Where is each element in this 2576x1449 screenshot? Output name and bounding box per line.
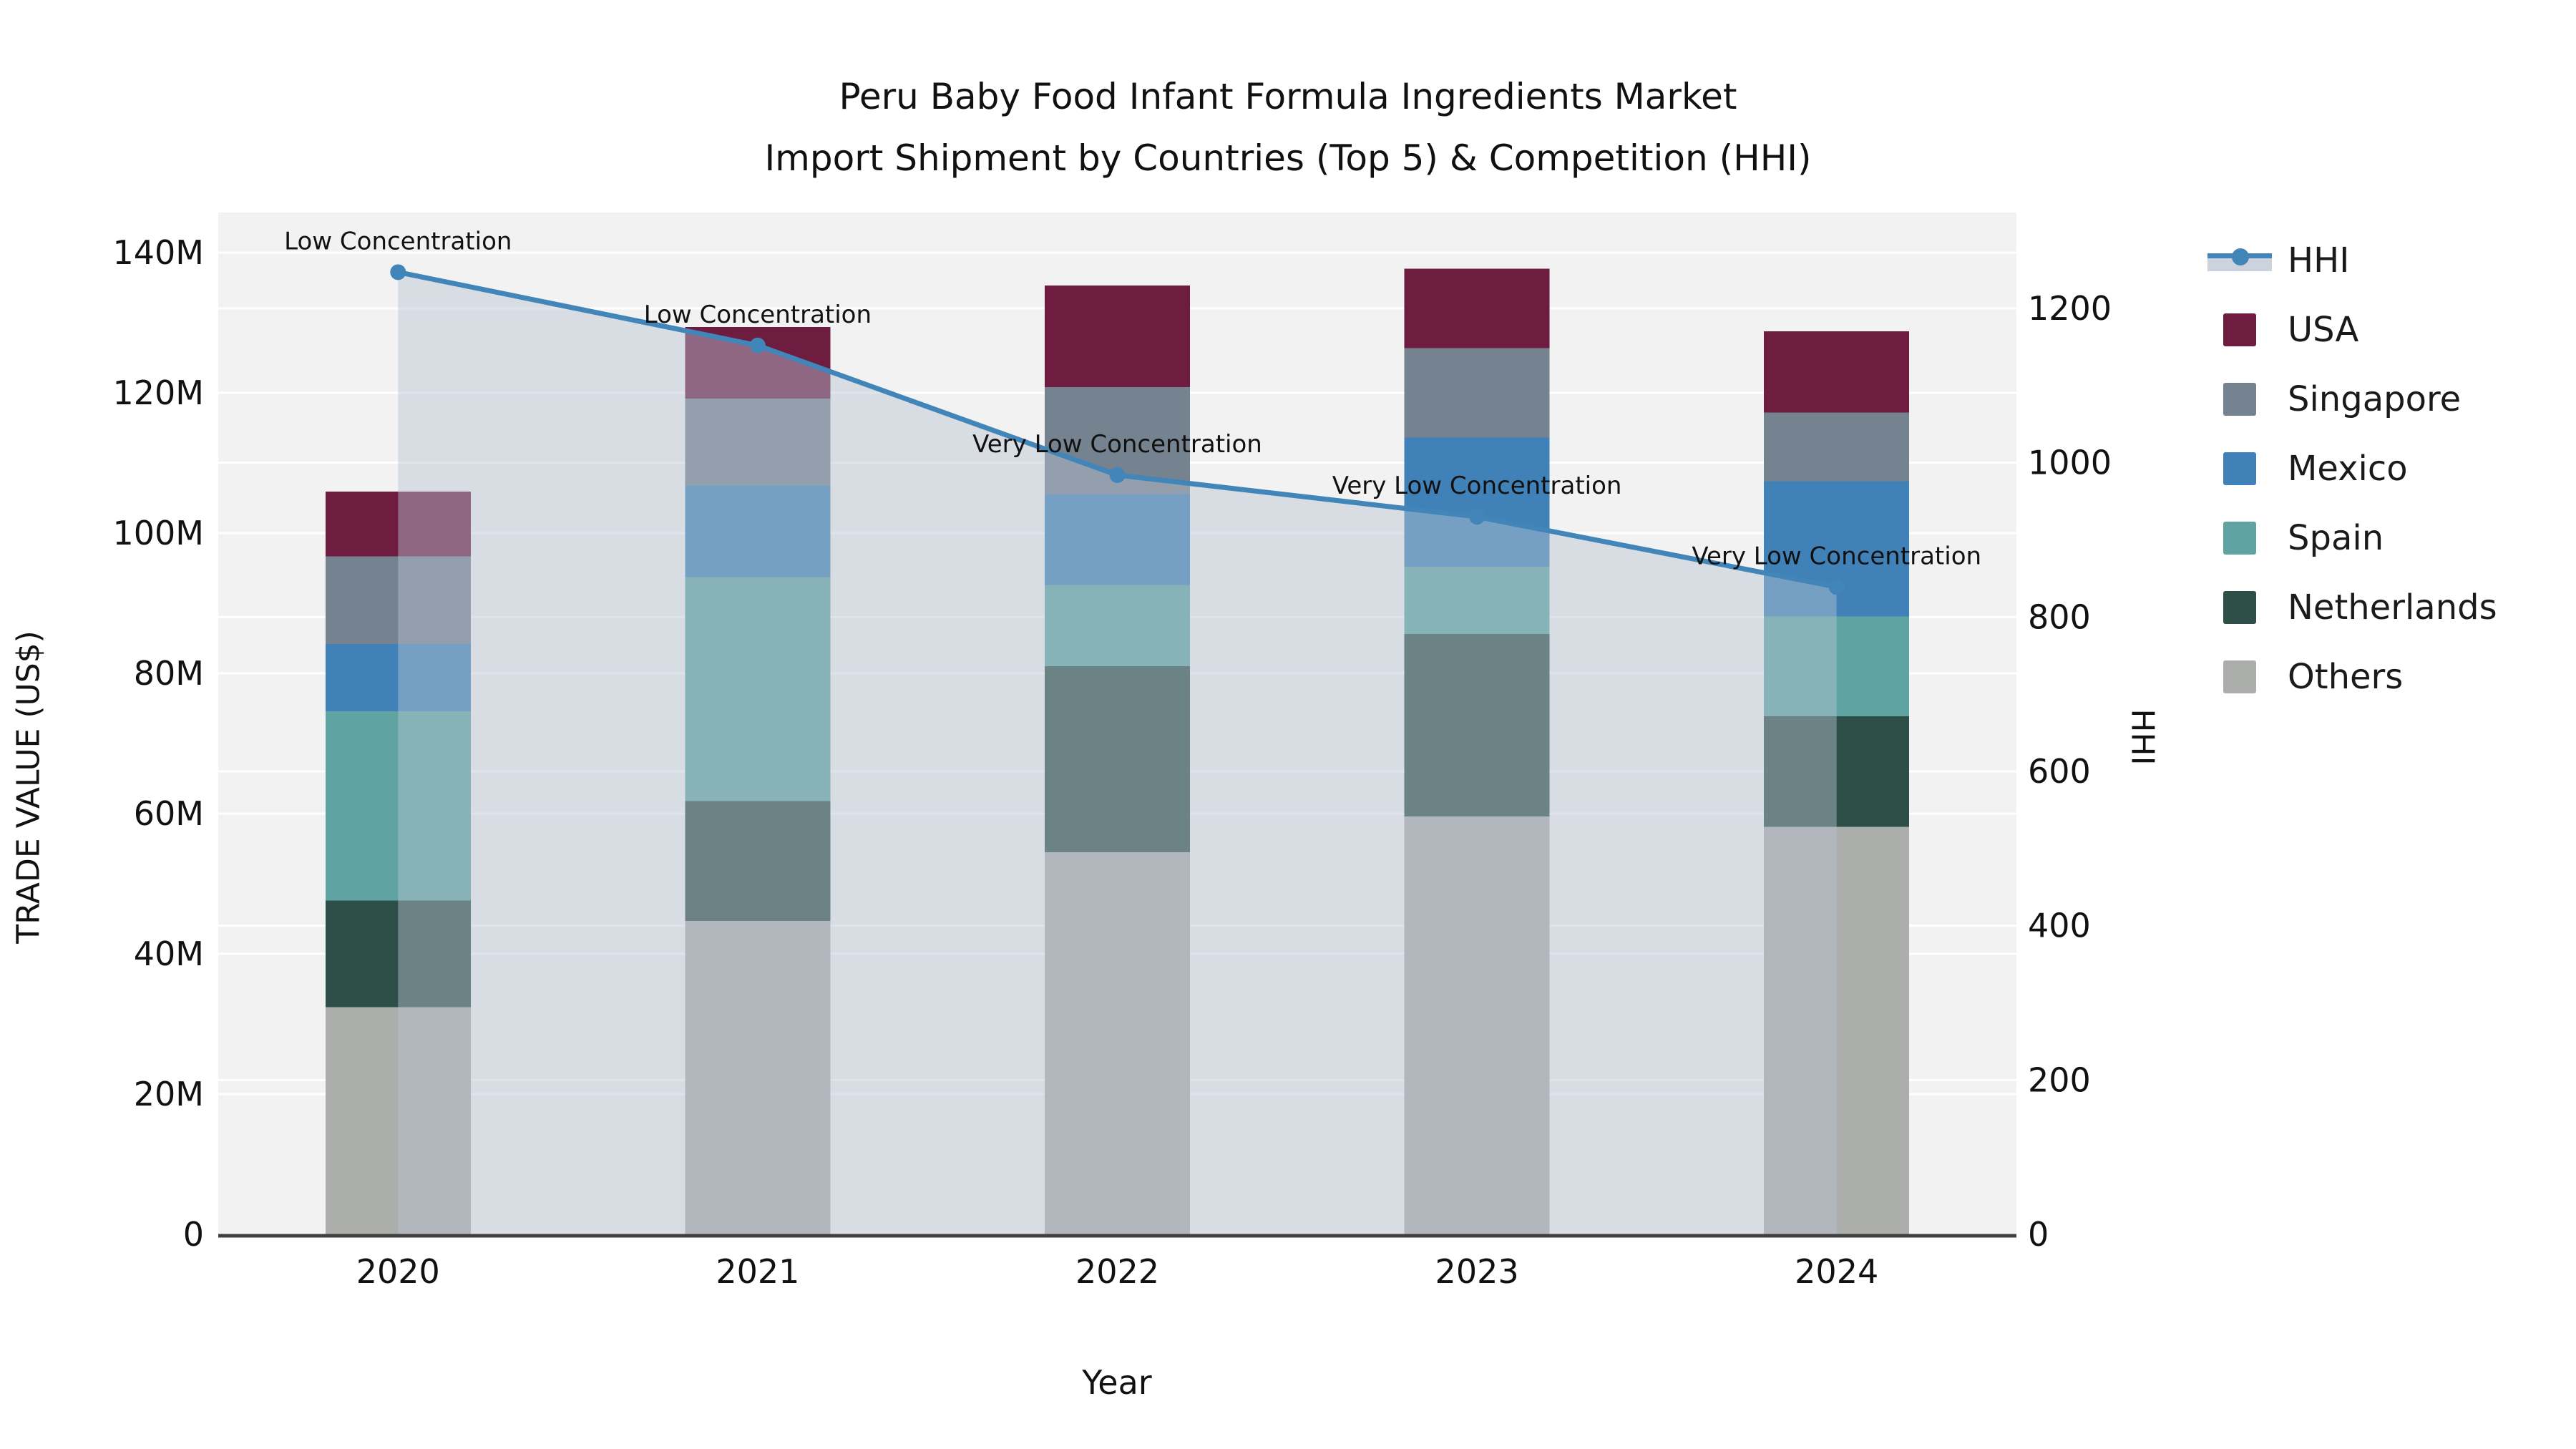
legend-label-others: Others xyxy=(2288,656,2404,697)
legend-swatch-singapore xyxy=(2223,382,2256,416)
bar-2021-mexico xyxy=(685,485,831,577)
y-right-tick-400: 400 xyxy=(2028,907,2091,945)
y-right-tick-200: 200 xyxy=(2028,1060,2091,1099)
chart-title-line2: Import Shipment by Countries (Top 5) & C… xyxy=(764,137,1812,179)
legend-item-others[interactable]: Others xyxy=(2207,642,2497,711)
bar-2020-usa xyxy=(325,492,471,557)
legend-label-hhi: HHI xyxy=(2288,240,2350,280)
bar-2020-netherlands xyxy=(325,900,471,1008)
legend-label-spain: Spain xyxy=(2288,517,2384,558)
legend-swatch-usa xyxy=(2223,313,2256,346)
hhi-marker-2020 xyxy=(390,264,406,280)
legend-swatch-spain xyxy=(2223,521,2256,555)
y-left-tick-80M: 80M xyxy=(134,654,204,693)
x-tick-2022: 2022 xyxy=(1075,1252,1159,1291)
annotation-2021: Low Concentration xyxy=(644,301,872,329)
hhi-marker-2021 xyxy=(749,337,766,353)
legend-item-singapore[interactable]: Singapore xyxy=(2207,364,2497,434)
y-axis-title-right: HHI xyxy=(2124,708,2161,766)
legend-swatch-netherlands xyxy=(2223,590,2256,624)
bar-2023-singapore xyxy=(1404,348,1550,438)
bar-2020-others xyxy=(325,1007,471,1234)
bar-2023-usa xyxy=(1404,268,1550,348)
legend-item-hhi[interactable]: HHI xyxy=(2207,225,2497,295)
x-tick-2023: 2023 xyxy=(1435,1252,1519,1291)
bar-2024-spain xyxy=(1764,616,1910,716)
x-tick-2020: 2020 xyxy=(356,1252,440,1291)
x-tick-2021: 2021 xyxy=(716,1252,799,1291)
bar-2024-usa xyxy=(1764,331,1910,413)
y-right-tick-1200: 1200 xyxy=(2028,289,2112,328)
legend-item-netherlands[interactable]: Netherlands xyxy=(2207,572,2497,642)
chart-title: Peru Baby Food Infant Formula Ingredient… xyxy=(0,66,2576,189)
y-left-tick-100M: 100M xyxy=(113,514,205,552)
bar-2021-netherlands xyxy=(685,801,831,921)
bar-2022-mexico xyxy=(1045,494,1190,585)
bar-2024-netherlands xyxy=(1764,716,1910,827)
y-axis-title-left: TRADE VALUE (US$) xyxy=(10,630,47,944)
bar-2021-singapore xyxy=(685,398,831,486)
bar-2020-mexico xyxy=(325,643,471,711)
bar-2021-others xyxy=(685,920,831,1234)
annotation-2022: Very Low Concentration xyxy=(972,430,1262,459)
hhi-line-swatch-icon xyxy=(2207,248,2272,271)
y-left-tick-140M: 140M xyxy=(113,233,205,272)
hhi-marker-2022 xyxy=(1109,467,1126,483)
legend-label-mexico: Mexico xyxy=(2288,448,2408,489)
y-right-tick-1000: 1000 xyxy=(2028,444,2112,482)
bar-2024-singapore xyxy=(1764,412,1910,482)
legend-swatch-mexico xyxy=(2223,452,2256,485)
annotation-2020: Low Concentration xyxy=(284,227,512,255)
chart-title-line1: Peru Baby Food Infant Formula Ingredient… xyxy=(839,76,1737,117)
annotation-2024: Very Low Concentration xyxy=(1692,542,1981,570)
hhi-marker-2023 xyxy=(1469,509,1485,525)
bar-2023-others xyxy=(1404,816,1550,1234)
bar-2022-spain xyxy=(1045,585,1190,667)
legend-label-usa: USA xyxy=(2288,309,2359,350)
y-left-tick-0: 0 xyxy=(183,1215,204,1254)
annotation-2023: Very Low Concentration xyxy=(1332,472,1622,500)
legend-label-singapore: Singapore xyxy=(2288,379,2462,419)
legend-item-spain[interactable]: Spain xyxy=(2207,503,2497,572)
x-tick-2024: 2024 xyxy=(1795,1252,1878,1291)
y-right-tick-0: 0 xyxy=(2028,1215,2049,1254)
legend-item-usa[interactable]: USA xyxy=(2207,295,2497,364)
y-left-tick-120M: 120M xyxy=(113,374,205,412)
bar-2020-singapore xyxy=(325,556,471,644)
bar-2020-spain xyxy=(325,711,471,901)
legend: HHI USA Singapore Mexico Spain Netherlands Oth… xyxy=(2207,225,2497,711)
bar-2023-mexico xyxy=(1404,437,1550,567)
bar-2022-netherlands xyxy=(1045,666,1190,852)
legend-item-mexico[interactable]: Mexico xyxy=(2207,434,2497,503)
legend-label-netherlands: Netherlands xyxy=(2288,587,2497,628)
bar-2022-others xyxy=(1045,852,1190,1234)
hhi-area-fill xyxy=(398,272,1837,1236)
y-right-tick-800: 800 xyxy=(2028,597,2091,636)
legend-swatch-others xyxy=(2223,660,2256,693)
bar-2022-usa xyxy=(1045,286,1190,388)
x-axis-title: Year xyxy=(1082,1363,1152,1402)
y-right-tick-600: 600 xyxy=(2028,752,2091,791)
y-left-tick-40M: 40M xyxy=(134,935,204,973)
bar-2023-netherlands xyxy=(1404,634,1550,816)
y-left-tick-20M: 20M xyxy=(134,1075,204,1113)
hhi-marker-2024 xyxy=(1828,579,1845,595)
y-left-tick-60M: 60M xyxy=(134,794,204,833)
bar-2024-others xyxy=(1764,826,1910,1234)
bar-2023-spain xyxy=(1404,567,1550,635)
bar-2021-spain xyxy=(685,577,831,801)
